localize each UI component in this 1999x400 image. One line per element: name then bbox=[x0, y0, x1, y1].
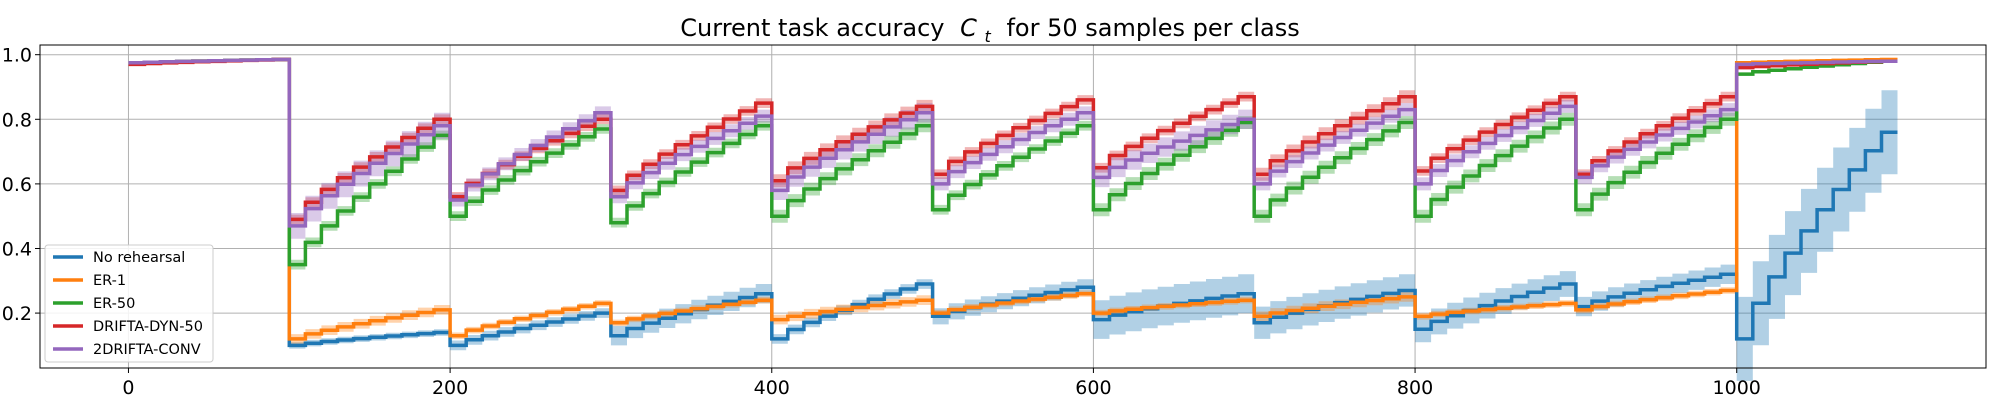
legend-entry: ER-1 bbox=[53, 273, 126, 289]
legend-label: No rehearsal bbox=[93, 250, 185, 266]
legend-entries: No rehearsal ER-1 ER-50 DRIFTA-DYN-50 2DRIFT… bbox=[53, 250, 203, 358]
series-bands bbox=[128, 57, 1898, 381]
legend-entry: DRIFTA-DYN-50 bbox=[53, 319, 203, 335]
legend-entry: 2DRIFTA-CONV bbox=[53, 342, 201, 358]
x-tick-label: 200 bbox=[432, 377, 468, 399]
series-line-2 bbox=[128, 57, 1898, 267]
legend-entry: ER-50 bbox=[53, 296, 135, 312]
x-tick-label: 0 bbox=[122, 377, 134, 399]
y-tick-label: 0.6 bbox=[2, 174, 32, 196]
chart-title-symbol: C bbox=[960, 14, 977, 42]
legend: No rehearsal ER-1 ER-50 DRIFTA-DYN-50 2DRIFT… bbox=[44, 244, 214, 363]
y-tick-label: 0.4 bbox=[2, 238, 32, 260]
chart-title: Current task accuracy C t for 50 samples… bbox=[680, 14, 1299, 48]
chart-title-main: Current task accuracy bbox=[680, 14, 944, 42]
series-line-3 bbox=[128, 57, 1898, 222]
chart-title-rest: for 50 samples per class bbox=[1006, 14, 1299, 42]
series-line-4 bbox=[128, 57, 1898, 228]
legend-entry: No rehearsal bbox=[53, 250, 185, 266]
axis-ticks: 0 200 400 600 800 1000 0.2 0.4 0.6 0.8 1.0 bbox=[2, 45, 1761, 399]
legend-box bbox=[44, 244, 214, 363]
legend-label: 2DRIFTA-CONV bbox=[93, 342, 201, 358]
plot-frame bbox=[39, 44, 1987, 369]
series-line-1 bbox=[128, 57, 1898, 341]
series-band-0 bbox=[128, 57, 1898, 381]
x-tick-label: 400 bbox=[754, 377, 790, 399]
legend-label: ER-1 bbox=[93, 273, 126, 289]
y-tick-label: 0.8 bbox=[2, 109, 32, 131]
chart-title-subscript: t bbox=[985, 27, 992, 46]
x-tick-label: 1000 bbox=[1713, 377, 1761, 399]
y-tick-label: 1.0 bbox=[2, 45, 32, 67]
series-lines bbox=[128, 57, 1898, 348]
x-tick-label: 600 bbox=[1075, 377, 1111, 399]
legend-label: ER-50 bbox=[93, 296, 135, 312]
legend-label: DRIFTA-DYN-50 bbox=[93, 319, 203, 335]
x-tick-label: 800 bbox=[1397, 377, 1433, 399]
y-tick-label: 0.2 bbox=[2, 303, 32, 325]
